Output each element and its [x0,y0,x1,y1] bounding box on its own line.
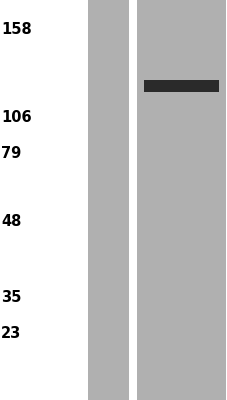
Bar [136,0,225,400]
Text: 48: 48 [1,214,21,230]
Bar [87,0,128,400]
Text: 23: 23 [1,326,21,342]
Bar [143,80,218,92]
Text: 158: 158 [1,22,32,38]
Text: 106: 106 [1,110,32,126]
Text: 35: 35 [1,290,21,306]
Text: 79: 79 [1,146,21,162]
